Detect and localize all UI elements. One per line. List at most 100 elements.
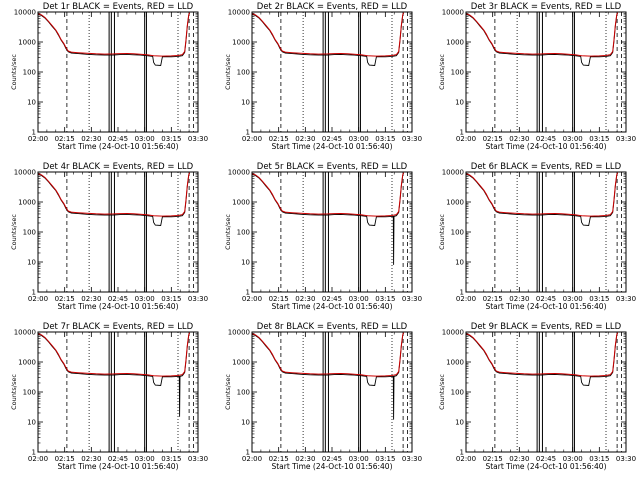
y-tick-label: 100 bbox=[451, 69, 464, 77]
panel-4: Det 4r BLACK = Events, RED = LLD 1 10 100 10… bbox=[10, 162, 208, 311]
panel-9: Det 9r BLACK = Events, RED = LLD 1 10 100 10… bbox=[438, 322, 636, 471]
y-tick-label: 1 bbox=[460, 449, 464, 457]
y-tick-label: 1000 bbox=[18, 39, 36, 47]
panel-title: Det 5r BLACK = Events, RED = LLD bbox=[257, 162, 408, 172]
y-tick-label: 10000 bbox=[14, 329, 36, 337]
x-tick-label: 03:30 bbox=[188, 295, 208, 303]
y-tick-label: 100 bbox=[23, 69, 36, 77]
y-tick-label: 10000 bbox=[228, 169, 250, 177]
y-tick-label: 100 bbox=[23, 389, 36, 397]
y-tick-label: 1 bbox=[32, 289, 36, 297]
x-tick-label: 02:15 bbox=[55, 295, 75, 303]
lld-series-line bbox=[251, 172, 405, 217]
x-tick-label: 02:15 bbox=[55, 135, 75, 143]
y-tick-label: 1000 bbox=[18, 199, 36, 207]
y-tick-label: 1 bbox=[460, 289, 464, 297]
plot-frame bbox=[37, 11, 199, 133]
x-tick-label: 02:30 bbox=[295, 135, 315, 143]
panel-title: Det 8r BLACK = Events, RED = LLD bbox=[257, 322, 408, 332]
lld-series-line bbox=[37, 12, 191, 57]
x-tick-label: 02:30 bbox=[509, 295, 529, 303]
x-tick-label: 03:00 bbox=[563, 295, 583, 303]
y-tick-label: 10 bbox=[241, 419, 250, 427]
y-axis-label: Counts/sec bbox=[224, 54, 232, 90]
x-tick-label: 03:00 bbox=[563, 455, 583, 463]
x-tick-label: 03:30 bbox=[188, 135, 208, 143]
y-tick-label: 10 bbox=[455, 259, 464, 267]
x-tick-label: 02:30 bbox=[81, 135, 101, 143]
y-tick-label: 100 bbox=[237, 229, 250, 237]
x-tick-label: 03:15 bbox=[375, 295, 395, 303]
x-tick-label: 03:15 bbox=[375, 455, 395, 463]
x-tick-label: 02:30 bbox=[295, 455, 315, 463]
x-axis-label: Start Time (24-Oct-10 01:56:40) bbox=[485, 462, 606, 471]
x-tick-label: 03:30 bbox=[402, 295, 422, 303]
x-tick-label: 03:30 bbox=[616, 135, 636, 143]
y-tick-label: 10000 bbox=[228, 329, 250, 337]
y-tick-label: 10 bbox=[455, 99, 464, 107]
x-tick-label: 02:45 bbox=[536, 295, 556, 303]
x-tick-label: 02:15 bbox=[483, 455, 503, 463]
y-axis-label: Counts/sec bbox=[224, 374, 232, 410]
y-tick-label: 10 bbox=[455, 419, 464, 427]
y-axis-label: Counts/sec bbox=[10, 214, 18, 250]
events-series-line bbox=[251, 172, 405, 265]
panel-title: Det 1r BLACK = Events, RED = LLD bbox=[43, 2, 194, 12]
x-tick-label: 02:15 bbox=[269, 295, 289, 303]
x-tick-label: 02:15 bbox=[483, 295, 503, 303]
x-tick-label: 02:00 bbox=[28, 135, 48, 143]
y-tick-label: 1 bbox=[460, 129, 464, 137]
y-tick-label: 1000 bbox=[232, 359, 250, 367]
x-tick-label: 03:15 bbox=[375, 135, 395, 143]
x-tick-label: 02:00 bbox=[242, 135, 262, 143]
y-tick-label: 10000 bbox=[14, 169, 36, 177]
y-axis-label: Counts/sec bbox=[438, 214, 446, 250]
y-tick-label: 100 bbox=[237, 69, 250, 77]
x-tick-label: 03:15 bbox=[161, 135, 181, 143]
x-tick-label: 02:00 bbox=[242, 455, 262, 463]
x-tick-label: 03:00 bbox=[135, 295, 155, 303]
panel-5: Det 5r BLACK = Events, RED = LLD 1 10 100 10… bbox=[224, 162, 422, 311]
plot-frame bbox=[465, 11, 627, 133]
y-tick-label: 10 bbox=[27, 99, 36, 107]
x-axis-label: Start Time (24-Oct-10 01:56:40) bbox=[485, 302, 606, 311]
x-tick-label: 02:45 bbox=[322, 455, 342, 463]
plot-frame bbox=[37, 331, 199, 453]
x-tick-label: 03:30 bbox=[616, 295, 636, 303]
x-tick-label: 02:00 bbox=[456, 295, 476, 303]
y-tick-label: 100 bbox=[451, 389, 464, 397]
lld-series-line bbox=[465, 12, 619, 57]
x-tick-label: 02:00 bbox=[456, 455, 476, 463]
x-tick-label: 02:15 bbox=[55, 455, 75, 463]
y-tick-label: 10 bbox=[27, 259, 36, 267]
lld-series-line bbox=[251, 12, 405, 57]
y-tick-label: 10000 bbox=[442, 329, 464, 337]
x-axis-label: Start Time (24-Oct-10 01:56:40) bbox=[271, 142, 392, 151]
y-tick-label: 10000 bbox=[442, 9, 464, 17]
x-axis-label: Start Time (24-Oct-10 01:56:40) bbox=[271, 462, 392, 471]
x-tick-label: 02:15 bbox=[269, 455, 289, 463]
x-axis-label: Start Time (24-Oct-10 01:56:40) bbox=[57, 302, 178, 311]
x-tick-label: 02:30 bbox=[81, 295, 101, 303]
y-tick-label: 10 bbox=[27, 419, 36, 427]
panel-2: Det 2r BLACK = Events, RED = LLD 1 10 100 10… bbox=[224, 2, 422, 151]
panel-1: Det 1r BLACK = Events, RED = LLD 1 10 100 10… bbox=[10, 2, 208, 151]
panel-8: Det 8r BLACK = Events, RED = LLD 1 10 100 10… bbox=[224, 322, 422, 471]
x-tick-label: 02:30 bbox=[509, 455, 529, 463]
y-tick-label: 10000 bbox=[14, 9, 36, 17]
x-axis-label: Start Time (24-Oct-10 01:56:40) bbox=[271, 302, 392, 311]
panel-3: Det 3r BLACK = Events, RED = LLD 1 10 100 10… bbox=[438, 2, 636, 151]
x-axis-label: Start Time (24-Oct-10 01:56:40) bbox=[57, 142, 178, 151]
x-tick-label: 02:00 bbox=[456, 135, 476, 143]
x-tick-label: 03:15 bbox=[589, 455, 609, 463]
plot-frame bbox=[37, 171, 199, 293]
x-tick-label: 02:30 bbox=[295, 295, 315, 303]
x-tick-label: 02:00 bbox=[28, 295, 48, 303]
x-tick-label: 02:45 bbox=[108, 455, 128, 463]
panel-title: Det 3r BLACK = Events, RED = LLD bbox=[471, 2, 622, 12]
plot-frame bbox=[251, 331, 413, 453]
y-tick-label: 1 bbox=[246, 129, 250, 137]
panel-title: Det 6r BLACK = Events, RED = LLD bbox=[471, 162, 622, 172]
x-tick-label: 03:00 bbox=[349, 295, 369, 303]
lld-series-line bbox=[251, 332, 405, 377]
